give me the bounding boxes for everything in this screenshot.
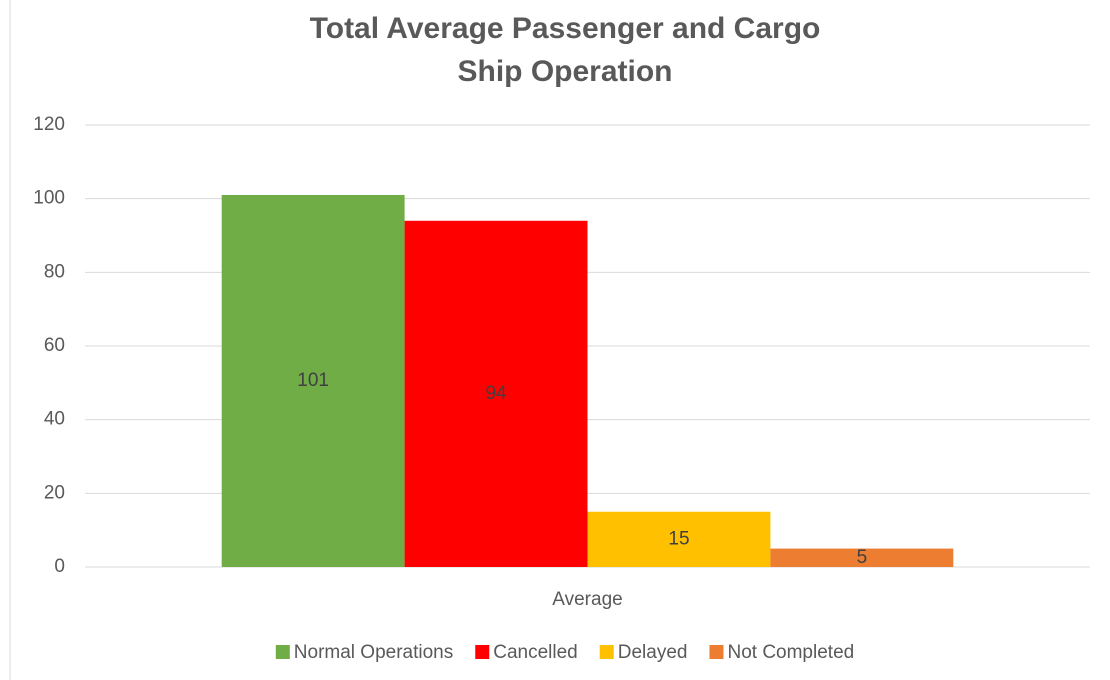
legend-label: Delayed (618, 642, 688, 663)
legend-swatch (475, 645, 490, 659)
legend-swatch (599, 645, 614, 659)
y-tick-label: 120 (33, 114, 65, 135)
bar (770, 548, 954, 567)
data-label: 101 (297, 370, 329, 391)
y-tick-label: 40 (44, 409, 65, 430)
data-label: 5 (857, 547, 868, 568)
data-label: 94 (485, 383, 507, 404)
chart-title: Total Average Passenger and Cargo (310, 12, 821, 45)
y-tick-label: 100 (33, 188, 65, 209)
bar (587, 511, 771, 567)
legend-swatch (709, 645, 724, 659)
chart-title: Ship Operation (457, 55, 672, 88)
legend-swatch (275, 645, 290, 659)
bar (221, 194, 405, 567)
y-tick-label: 60 (44, 335, 65, 356)
legend-label: Cancelled (493, 642, 578, 663)
y-tick-label: 0 (54, 556, 65, 577)
legend-label: Normal Operations (294, 642, 453, 663)
legend-label: Not Completed (727, 642, 854, 663)
y-tick-label: 20 (44, 482, 65, 503)
bar (404, 220, 588, 567)
data-label: 15 (668, 528, 689, 549)
y-tick-label: 80 (44, 261, 65, 282)
x-tick-label: Average (552, 589, 622, 610)
